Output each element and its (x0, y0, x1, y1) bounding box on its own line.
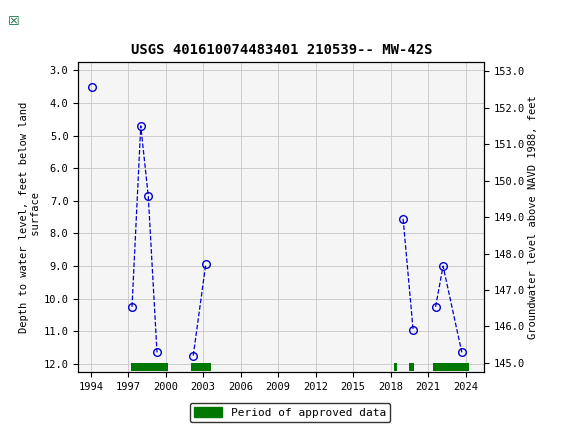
Text: USGS: USGS (72, 12, 109, 27)
Legend: Period of approved data: Period of approved data (190, 402, 390, 422)
Title: USGS 401610074483401 210539-- MW-42S: USGS 401610074483401 210539-- MW-42S (130, 43, 432, 57)
Text: ☒: ☒ (8, 10, 19, 29)
Bar (433, 363, 469, 371)
Bar (394, 363, 397, 371)
Bar (191, 363, 211, 371)
Y-axis label: Depth to water level, feet below land
 surface: Depth to water level, feet below land su… (19, 101, 41, 333)
Bar (130, 363, 168, 371)
Bar (6, 3, 64, 37)
Bar (409, 363, 414, 371)
Y-axis label: Groundwater level above NAVD 1988, feet: Groundwater level above NAVD 1988, feet (528, 95, 538, 339)
